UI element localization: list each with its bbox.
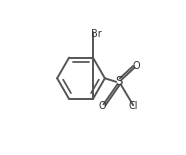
Text: Br: Br	[91, 29, 102, 39]
Text: O: O	[99, 101, 106, 111]
Text: S: S	[116, 75, 123, 88]
Text: Cl: Cl	[129, 101, 138, 111]
Text: O: O	[132, 61, 140, 71]
